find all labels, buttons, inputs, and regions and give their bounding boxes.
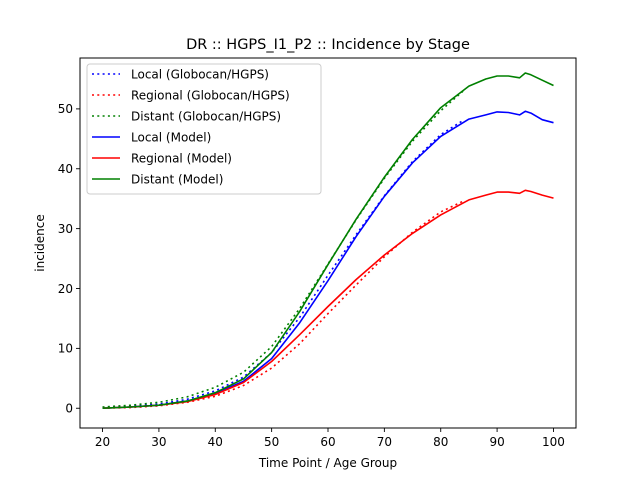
x-tick-label: 60 [320,435,335,449]
series-line-6 [102,72,554,409]
y-axis-ticks: 0 10 20 30 40 50 [58,102,80,416]
x-tick-label: 80 [433,435,448,449]
y-tick-label: 40 [58,162,73,176]
legend-label: Distant (Model) [131,172,223,186]
legend-box [86,63,322,195]
legend: Local (Globocan/HGPS) Regional (Globocan/… [86,63,322,195]
x-tick-label: 30 [151,435,166,449]
x-tick-label: 50 [264,435,279,449]
plot-area: 20 30 40 50 60 70 80 90 100 0 10 20 30 40 50 [58,57,577,449]
y-tick-label: 30 [58,222,73,236]
x-axis-ticks: 20 30 40 50 60 70 80 90 100 [95,428,565,449]
x-tick-label: 90 [489,435,504,449]
y-axis-label: incidence [33,214,47,271]
x-tick-label: 40 [208,435,223,449]
y-tick-label: 0 [65,402,73,416]
legend-entries: Local (Globocan/HGPS) Regional (Globocan/… [92,67,290,186]
legend-label: Regional (Model) [131,151,232,165]
legend-label: Local (Model) [131,130,211,144]
series-line-5 [102,189,554,409]
x-tick-label: 20 [95,435,110,449]
x-tick-label: 70 [377,435,392,449]
y-tick-label: 50 [58,102,73,116]
y-tick-label: 10 [58,342,73,356]
legend-label: Local (Globocan/HGPS) [131,67,269,81]
x-tick-label: 100 [542,435,565,449]
y-tick-label: 20 [58,282,73,296]
chart-title: DR :: HGPS_I1_P2 :: Incidence by Stage [186,37,470,53]
series-layer [102,72,554,409]
legend-label: Regional (Globocan/HGPS) [131,88,290,102]
legend-label: Distant (Globocan/HGPS) [131,109,281,123]
x-axis-label: Time Point / Age Group [258,456,397,470]
